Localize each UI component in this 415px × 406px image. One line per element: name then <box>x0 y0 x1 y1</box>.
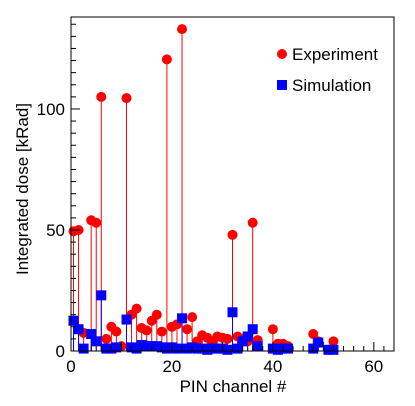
experiment-point <box>328 336 339 347</box>
legend-label-simulation: Simulation <box>292 76 371 95</box>
simulation-point <box>136 339 147 350</box>
experiment-point <box>227 229 238 240</box>
simulation-point <box>237 336 248 347</box>
simulation-point <box>78 343 89 354</box>
experiment-point <box>121 93 132 104</box>
legend-marker-simulation <box>277 80 287 90</box>
simulation-point <box>202 344 213 355</box>
simulation-point <box>171 343 182 354</box>
experiment-point <box>111 326 122 337</box>
experiment-point <box>161 54 172 65</box>
legend-marker-experiment <box>277 49 287 59</box>
simulation-point <box>182 343 193 354</box>
experiment-point <box>247 217 258 228</box>
experiment-point <box>187 312 198 323</box>
experiment-point <box>308 329 319 340</box>
experiment-point <box>267 324 278 335</box>
experiment-point <box>141 325 152 336</box>
simulation-point <box>86 329 97 340</box>
experiment-point <box>182 324 193 335</box>
experiment-point <box>177 24 188 35</box>
simulation-point <box>283 343 294 354</box>
simulation-point <box>222 344 233 355</box>
x-tick-label: 40 <box>263 357 282 376</box>
x-axis-title: PIN channel # <box>180 377 287 396</box>
experiment-point <box>91 217 102 228</box>
x-tick-label: 0 <box>66 357 75 376</box>
experiment-point <box>151 309 162 320</box>
simulation-point <box>141 341 152 352</box>
simulation-point <box>252 341 263 352</box>
experiment-point <box>131 303 142 314</box>
simulation-point <box>313 337 324 348</box>
simulation-point <box>101 343 112 354</box>
experiment-point <box>156 326 167 337</box>
simulation-point <box>272 344 283 355</box>
y-tick-label: 50 <box>46 221 65 240</box>
simulation-point <box>232 343 243 354</box>
simulation-point <box>212 343 223 354</box>
legend-label-experiment: Experiment <box>292 45 378 64</box>
experiment-point <box>101 333 112 344</box>
simulation-point <box>151 341 162 352</box>
simulation-point <box>247 324 258 335</box>
simulation-point <box>242 331 253 342</box>
simulation-point <box>227 307 238 318</box>
y-tick-label: 100 <box>37 100 65 119</box>
simulation-point <box>68 315 79 326</box>
simulation-point <box>192 343 203 354</box>
simulation-point <box>177 313 188 324</box>
simulation-point <box>161 343 172 354</box>
simulation-point <box>111 342 122 353</box>
simulation-point <box>96 290 107 301</box>
y-axis-title: Integrated dose [kRad] <box>13 103 32 275</box>
simulation-point <box>323 344 334 355</box>
x-tick-label: 60 <box>364 357 383 376</box>
legend: Experiment Simulation <box>277 45 378 95</box>
simulation-point <box>131 343 142 354</box>
x-tick-label: 20 <box>162 357 181 376</box>
simulation-point <box>91 336 102 347</box>
experiment-point <box>96 91 107 102</box>
simulation-point <box>73 324 84 335</box>
experiment-point <box>222 333 233 344</box>
y-tick-label: 0 <box>56 342 65 361</box>
simulation-point <box>121 314 132 325</box>
